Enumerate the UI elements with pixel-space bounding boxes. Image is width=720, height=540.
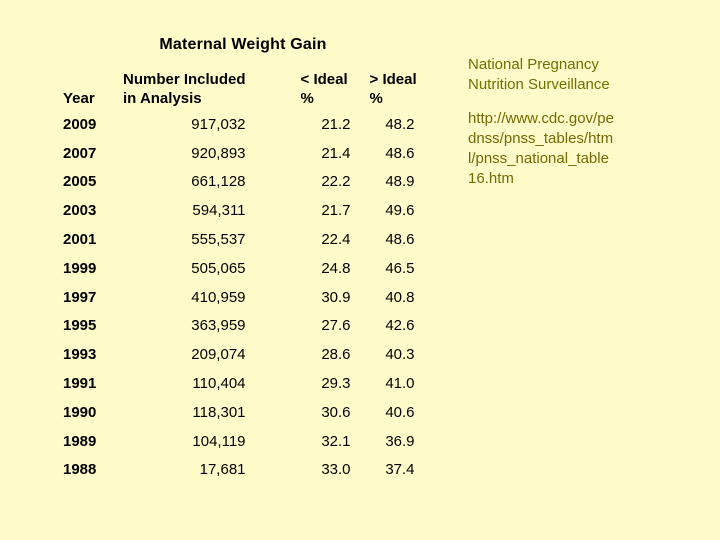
table-header: Year Number Included in Analysis < Ideal… [63, 60, 419, 110]
lt-ideal-cell: 30.6 [321, 403, 351, 421]
lt-ideal-cell: 27.6 [321, 317, 351, 335]
number-cell: 209,074 [191, 346, 246, 364]
table-row: 2001 555,537 22.4 48.6 [63, 225, 419, 254]
column-header-gt-ideal-line2: % [369, 90, 383, 107]
year-cell: 1999 [63, 259, 97, 277]
year-cell: 1997 [63, 288, 97, 306]
lt-ideal-cell: 22.2 [321, 173, 351, 191]
text-line: National Pregnancy [468, 56, 599, 73]
gt-ideal-cell: 37.4 [385, 461, 415, 479]
gt-ideal-cell: 40.3 [385, 346, 415, 364]
lt-ideal-cell: 32.1 [321, 432, 351, 450]
column-header-number-line2: in Analysis [123, 90, 202, 107]
year-cell: 2003 [63, 202, 97, 220]
lt-ideal-cell: 33.0 [321, 461, 351, 479]
gt-ideal-cell: 49.6 [385, 202, 415, 220]
column-header-number-line1: Number Included [123, 71, 246, 88]
gt-ideal-cell: 48.6 [385, 144, 415, 162]
year-cell: 1990 [63, 403, 97, 421]
gt-ideal-cell: 48.2 [385, 115, 415, 133]
year-cell: 2001 [63, 231, 97, 249]
gt-ideal-cell: 36.9 [385, 432, 415, 450]
year-cell: 1993 [63, 346, 97, 364]
table-row: 2005 661,128 22.2 48.9 [63, 168, 419, 197]
text-line: Nutrition Surveillance [468, 76, 610, 93]
maternal-weight-gain-table: Year Number Included in Analysis < Ideal… [63, 60, 419, 484]
text-line: dnss/pnss_tables/htm [468, 130, 614, 147]
number-cell: 920,893 [191, 144, 246, 162]
lt-ideal-cell: 30.9 [321, 288, 351, 306]
number-cell: 661,128 [191, 173, 246, 191]
column-header-gt-ideal-line1: > Ideal [369, 71, 417, 88]
lt-ideal-cell: 21.2 [321, 115, 351, 133]
text-line: l/pnss_national_table [468, 150, 609, 167]
gt-ideal-cell: 40.6 [385, 403, 415, 421]
lt-ideal-cell: 21.7 [321, 202, 351, 220]
gt-ideal-cell: 46.5 [385, 259, 415, 277]
table-body: 2009 917,032 21.2 48.2 2007 920,893 21.4 48.6 20… [63, 110, 419, 484]
number-cell: 17,681 [199, 461, 246, 479]
table-row: 1999 505,065 24.8 46.5 [63, 254, 419, 283]
year-cell: 1989 [63, 432, 97, 450]
year-cell: 2007 [63, 144, 97, 162]
table-row: 2007 920,893 21.4 48.6 [63, 139, 419, 168]
lt-ideal-cell: 28.6 [321, 346, 351, 364]
number-cell: 104,119 [192, 432, 246, 450]
number-cell: 118,301 [192, 403, 246, 421]
text-line: 16.htm [468, 170, 514, 187]
lt-ideal-cell: 22.4 [321, 231, 351, 249]
column-header-number-included: Number Included in Analysis [123, 60, 246, 110]
table-row: 1995 363,959 27.6 42.6 [63, 312, 419, 341]
number-cell: 410,959 [191, 288, 246, 306]
table-row: 1993 209,074 28.6 40.3 [63, 340, 419, 369]
column-header-year-line2: Year [63, 90, 95, 107]
year-cell: 2009 [63, 115, 97, 133]
year-cell: 1995 [63, 317, 97, 335]
year-cell: 1988 [63, 461, 97, 479]
table-row: 1991 110,404 29.3 41.0 [63, 369, 419, 398]
gt-ideal-cell: 41.0 [385, 375, 415, 393]
year-cell: 2005 [63, 173, 97, 191]
column-header-year: Year [63, 60, 123, 110]
table-row: 1988 17,681 33.0 37.4 [63, 456, 419, 485]
lt-ideal-cell: 21.4 [321, 144, 351, 162]
table-row: 1997 410,959 30.9 40.8 [63, 283, 419, 312]
number-cell: 363,959 [191, 317, 246, 335]
text-line: http://www.cdc.gov/pe [468, 110, 614, 127]
side-note-heading: National Pregnancy Nutrition Surveillance [468, 55, 610, 95]
lt-ideal-cell: 24.8 [321, 259, 351, 277]
gt-ideal-cell: 42.6 [385, 317, 415, 335]
number-cell: 555,537 [191, 231, 246, 249]
column-header-lt-ideal-line2: % [300, 90, 314, 107]
gt-ideal-cell: 48.9 [385, 173, 415, 191]
year-cell: 1991 [63, 375, 97, 393]
table-row: 1989 104,119 32.1 36.9 [63, 427, 419, 456]
column-header-gt-ideal: > Ideal % [353, 60, 419, 110]
gt-ideal-cell: 40.8 [385, 288, 415, 306]
number-cell: 917,032 [191, 115, 246, 133]
source-url-link[interactable]: http://www.cdc.gov/pe dnss/pnss_tables/ht… [468, 109, 614, 189]
header-row: Year Number Included in Analysis < Ideal… [63, 60, 419, 110]
number-cell: 594,311 [192, 202, 246, 220]
column-header-lt-ideal: < Ideal % [246, 60, 353, 110]
column-header-lt-ideal-line1: < Ideal [300, 71, 348, 88]
table-row: 1990 118,301 30.6 40.6 [63, 398, 419, 427]
table-row: 2003 594,311 21.7 49.6 [63, 196, 419, 225]
lt-ideal-cell: 29.3 [321, 375, 351, 393]
gt-ideal-cell: 48.6 [385, 231, 415, 249]
number-cell: 110,404 [192, 375, 246, 393]
slide-title: Maternal Weight Gain [159, 36, 327, 53]
table-row: 2009 917,032 21.2 48.2 [63, 110, 419, 139]
number-cell: 505,065 [191, 259, 246, 277]
